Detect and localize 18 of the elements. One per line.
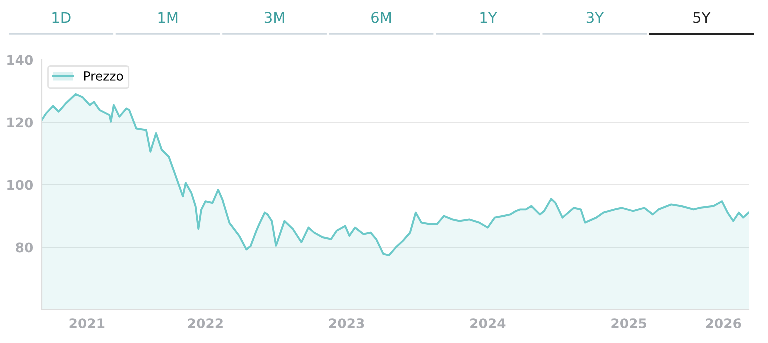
text: 3M — [264, 12, 284, 24]
x-tick-label: 2021 — [70, 318, 105, 329]
y-tick-label: 140 — [8, 55, 34, 66]
x-tick-label: 2025 — [612, 318, 646, 329]
x-tick-label: 2023 — [329, 318, 364, 329]
text: 3Y — [586, 12, 604, 24]
y-tick-label: 100 — [8, 180, 34, 190]
text: 1D — [52, 12, 71, 24]
text: 1M — [158, 12, 178, 24]
text: 1Y — [480, 12, 498, 24]
y-tick-label: 80 — [16, 242, 34, 253]
text: 6M — [372, 12, 392, 24]
x-tick-label: 2022 — [188, 318, 223, 329]
x-tick-label: 2026 — [706, 318, 742, 329]
x-tick-label: 2024 — [470, 318, 506, 329]
y-tick-label: 120 — [8, 118, 34, 128]
text: 5Y — [694, 12, 711, 24]
legend-label: Prezzo — [84, 72, 124, 81]
